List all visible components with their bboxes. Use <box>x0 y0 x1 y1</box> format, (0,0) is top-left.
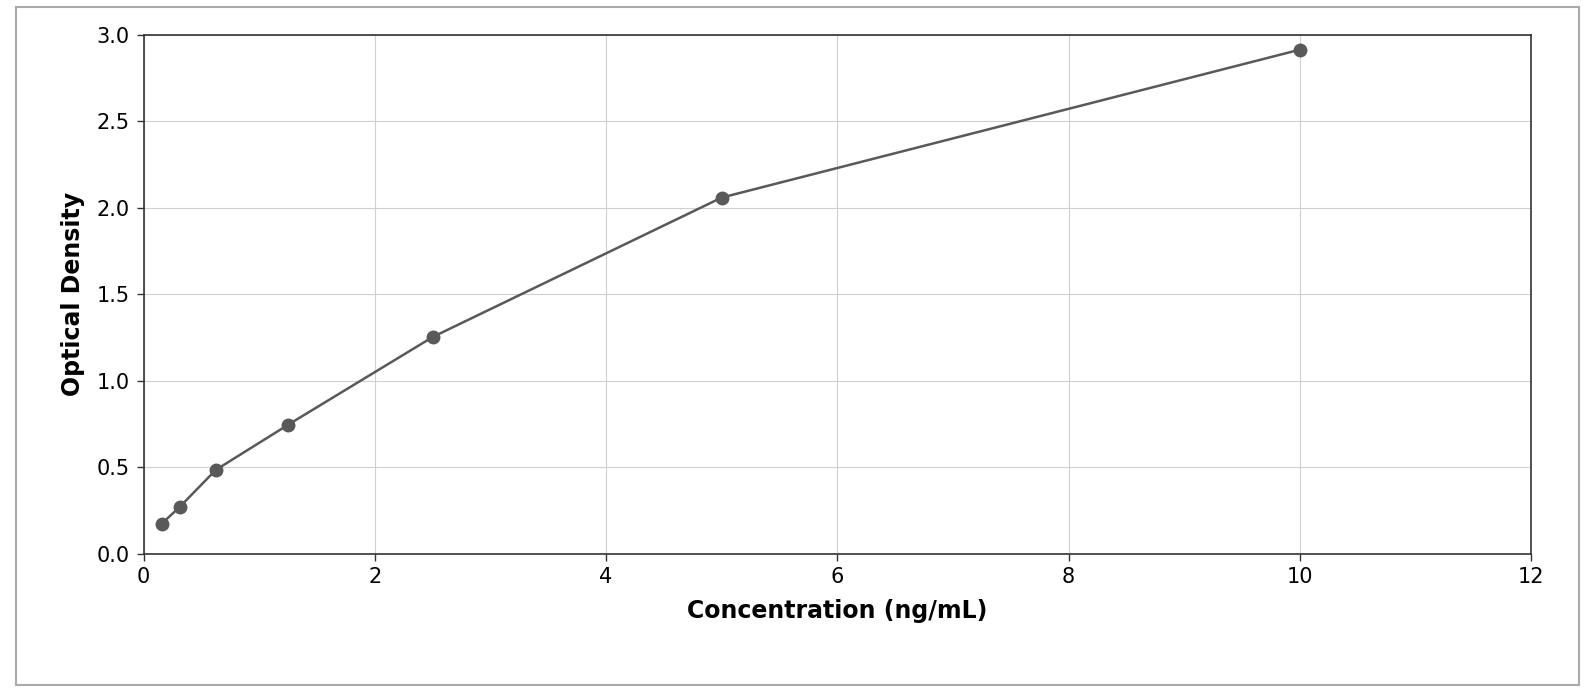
Point <box>203 464 228 475</box>
Point <box>167 501 193 512</box>
Point <box>708 192 734 203</box>
Y-axis label: Optical Density: Optical Density <box>62 192 86 396</box>
Point <box>1287 44 1313 55</box>
Point <box>148 518 174 529</box>
Point <box>419 331 445 343</box>
X-axis label: Concentration (ng/mL): Concentration (ng/mL) <box>687 599 987 623</box>
Point <box>276 419 301 430</box>
